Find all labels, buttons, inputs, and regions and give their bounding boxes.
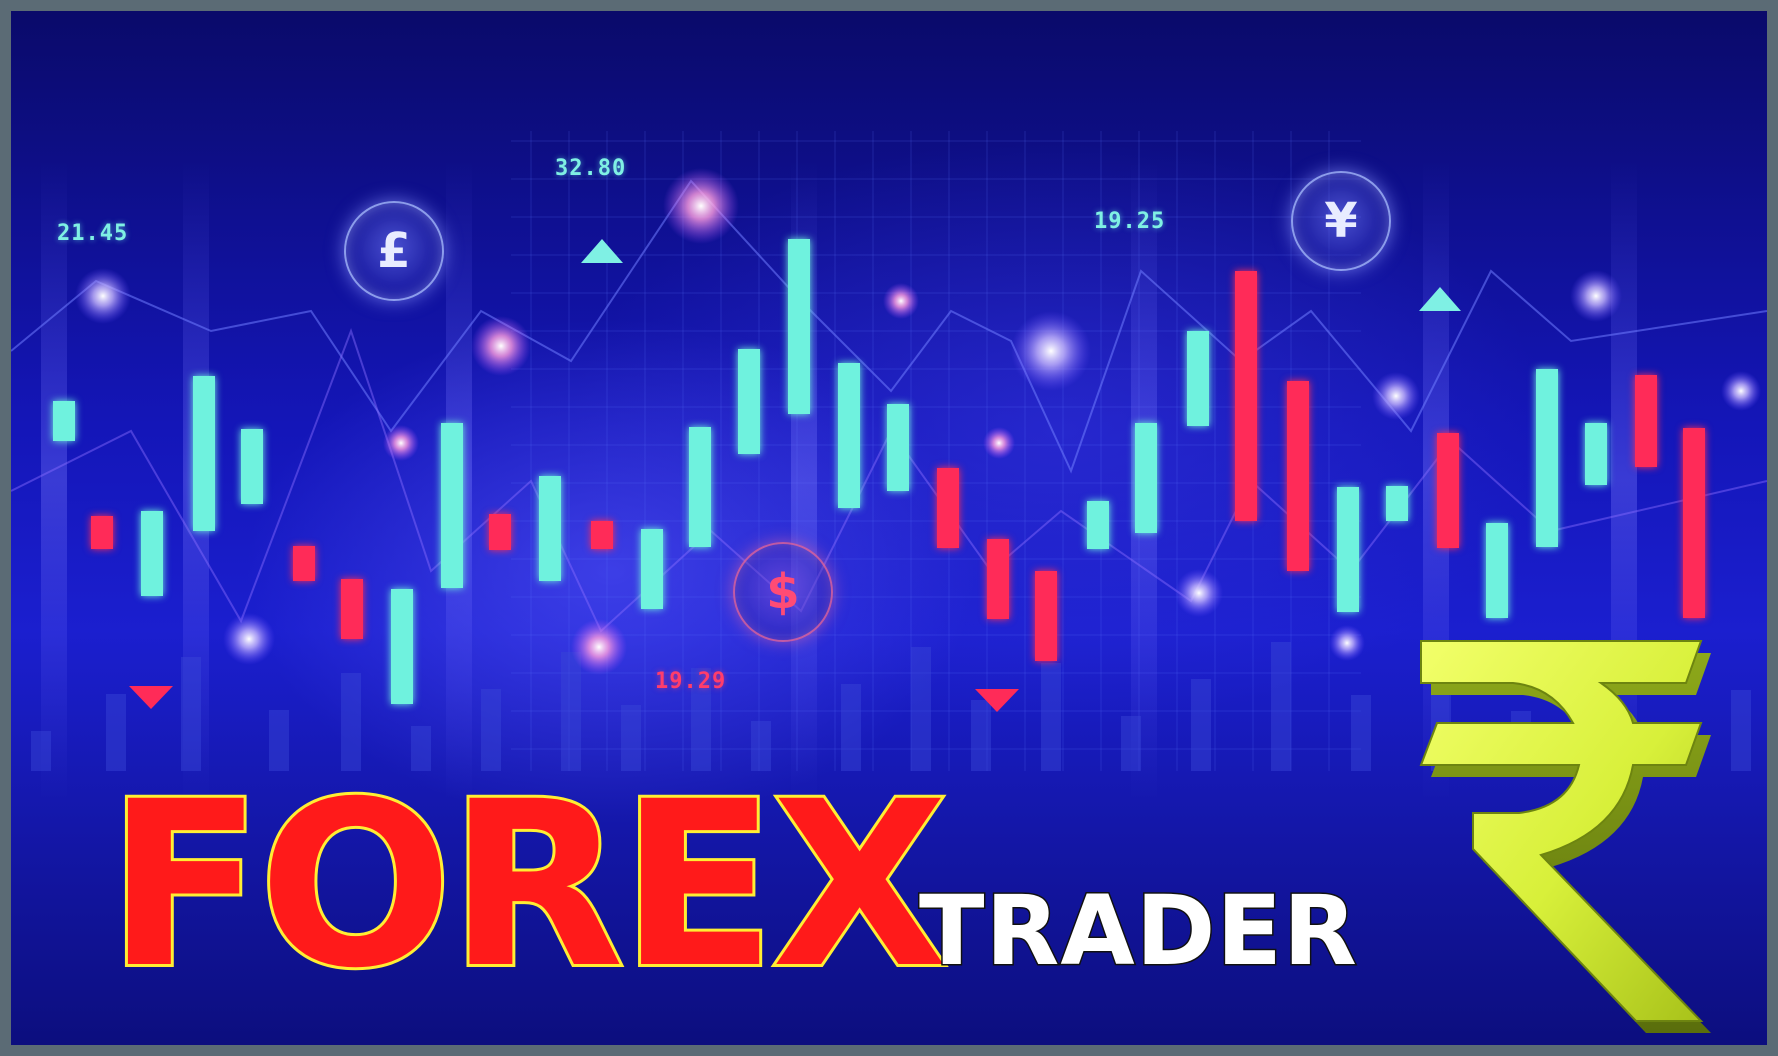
glow-dot (471, 316, 531, 376)
candle-up (689, 427, 711, 547)
candle-up (1585, 423, 1607, 485)
arrow-up-icon (1419, 287, 1461, 311)
background-candle (621, 705, 641, 771)
background-candle (341, 673, 361, 771)
price-tag-21-45: 21.45 (57, 221, 129, 246)
arrow-down-icon (975, 689, 1019, 712)
banner-subtitle: TRADER (918, 875, 1359, 987)
glow-dot (883, 283, 919, 319)
candle-down (987, 539, 1009, 619)
background-candle (691, 668, 711, 771)
candle-down (591, 521, 613, 549)
candle-up (641, 529, 663, 609)
candle-down (91, 516, 113, 549)
arrow-down-icon (129, 686, 173, 709)
glow-dot (383, 425, 419, 461)
light-beam (41, 161, 67, 801)
candle-up (887, 404, 909, 491)
candle-up (1135, 423, 1157, 533)
price-tag-19-29: 19.29 (655, 669, 727, 694)
banner-title: FOREX (104, 752, 951, 1018)
glow-dot (1011, 311, 1091, 391)
glow-dot (1372, 372, 1420, 420)
glow-dot (1721, 371, 1761, 411)
candle-down (1437, 433, 1459, 548)
background-candle (561, 652, 581, 771)
candle-up (1486, 523, 1508, 618)
background-candle (1271, 642, 1291, 771)
glow-dot (1175, 569, 1223, 617)
price-tag-32-80: 32.80 (555, 156, 627, 181)
candle-down (1235, 271, 1257, 521)
candle-up (141, 511, 163, 596)
candle-down (1635, 375, 1657, 467)
candle-up (391, 589, 413, 704)
dollar-icon: $ (733, 542, 833, 642)
candle-up (738, 349, 760, 454)
candlestick-chart-graphic (11, 131, 1767, 801)
glow-dot (75, 268, 131, 324)
candle-up (1337, 487, 1359, 612)
chart-background: 21.45 32.80 19.25 19.29 £ ¥ $ (11, 11, 1767, 1045)
glow-dot (223, 613, 275, 665)
glow-dot (1329, 625, 1365, 661)
background-candle (31, 731, 51, 771)
background-candle (1041, 663, 1061, 771)
candle-down (489, 514, 511, 550)
rupee-icon (1419, 640, 1711, 1033)
background-candle (269, 710, 289, 771)
yen-icon: ¥ (1291, 171, 1391, 271)
candle-up (1386, 486, 1408, 521)
candle-down (937, 468, 959, 548)
candle-up (1187, 331, 1209, 426)
background-candle (971, 700, 991, 771)
candle-up (441, 423, 463, 588)
candle-down (293, 546, 315, 581)
candle-up (1536, 369, 1558, 547)
candle-up (193, 376, 215, 531)
candle-up (788, 239, 810, 414)
candle-down (341, 579, 363, 639)
glow-dot (1570, 270, 1622, 322)
background-candle (481, 689, 501, 771)
trend-line (11, 328, 1767, 633)
candle-up (241, 429, 263, 504)
candle-down (1683, 428, 1705, 618)
background-candle (181, 657, 201, 771)
background-candle (1351, 695, 1371, 771)
candle-up (53, 401, 75, 441)
arrow-up-icon (581, 239, 623, 263)
background-candle (1191, 679, 1211, 771)
background-candle (841, 684, 861, 771)
background-candle (1731, 690, 1751, 771)
price-tag-19-25: 19.25 (1094, 209, 1166, 234)
candle-up (1087, 501, 1109, 549)
background-candle (911, 647, 931, 771)
candle-up (838, 363, 860, 508)
candle-down (1035, 571, 1057, 661)
candle-up (539, 476, 561, 581)
background-candle (751, 721, 771, 771)
candle-down (1287, 381, 1309, 571)
glow-dot (571, 619, 627, 675)
background-candle (106, 694, 126, 771)
glow-dot (983, 427, 1015, 459)
pound-icon: £ (344, 201, 444, 301)
background-candle (1121, 716, 1141, 771)
background-candle (411, 726, 431, 771)
glow-dot (663, 168, 739, 244)
